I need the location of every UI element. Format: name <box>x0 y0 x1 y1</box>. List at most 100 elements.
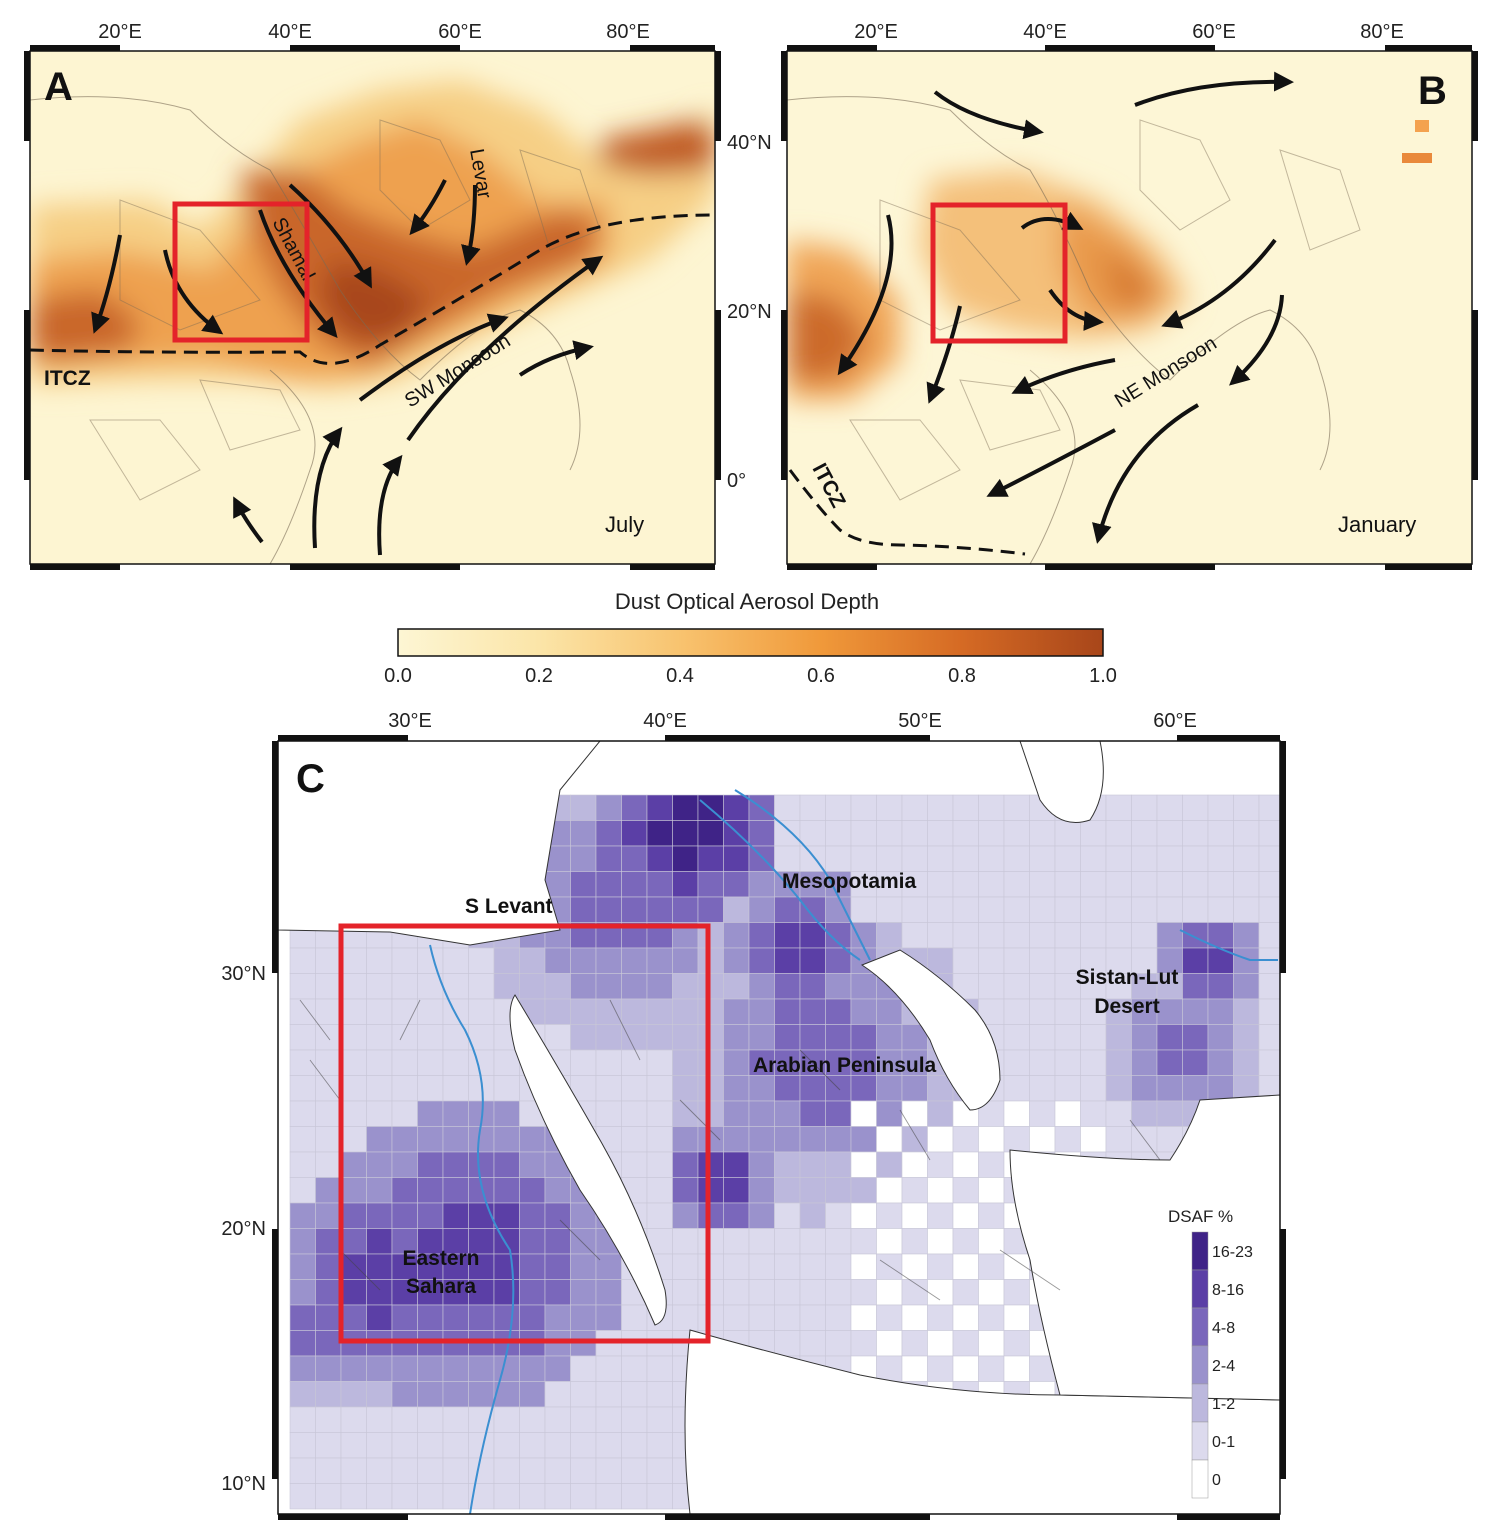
dsaf-grid-cell <box>850 845 877 872</box>
wind-arrow <box>91 234 122 334</box>
dsaf-grid-cell <box>366 1100 393 1127</box>
dsaf-grid-cell <box>978 947 1005 974</box>
dsaf-grid-cell <box>340 1049 367 1076</box>
dsaf-grid-cell <box>289 1279 316 1306</box>
dsaf-grid-cell <box>366 1253 393 1280</box>
dsaf-grid-cell <box>366 1075 393 1102</box>
dsaf-grid-cell <box>442 1457 469 1484</box>
dsaf-grid-cell <box>748 947 775 974</box>
dsaf-grid-cell <box>723 1228 750 1255</box>
dsaf-grid-cell <box>493 1100 520 1127</box>
dsaf-grid-cell <box>442 1279 469 1306</box>
dsaf-grid-cell <box>468 1253 495 1280</box>
dsaf-grid-cell <box>850 1253 877 1280</box>
dsaf-grid-cell <box>340 1126 367 1153</box>
dsaf-grid-cell <box>595 1432 622 1459</box>
dsaf-grid-cell <box>799 1151 826 1178</box>
dsaf-grid-cell <box>315 947 342 974</box>
dsaf-grid-cell <box>748 845 775 872</box>
dsaf-grid-cell <box>519 1457 546 1484</box>
dsaf-grid-cell <box>391 973 418 1000</box>
wind-arrow <box>409 179 447 236</box>
dsaf-grid-cell <box>876 1075 903 1102</box>
dsaf-grid-cell <box>544 998 571 1025</box>
dsaf-grid-cell <box>672 1202 699 1229</box>
dsaf-grid-cell <box>417 1100 444 1127</box>
dsaf-grid-cell <box>1233 896 1260 923</box>
dsaf-grid-cell <box>748 1151 775 1178</box>
dsaf-grid-cell <box>1003 1049 1030 1076</box>
dsaf-grid-cell <box>748 1202 775 1229</box>
dsaf-grid-cell <box>799 1100 826 1127</box>
dsaf-grid-cell <box>672 1126 699 1153</box>
dsaf-grid-cell <box>1105 1100 1132 1127</box>
dsaf-grid-cell <box>901 820 928 847</box>
dsaf-legend-swatch <box>1191 1307 1209 1347</box>
panel-a-coastline <box>30 96 581 564</box>
dsaf-grid-cell <box>876 1253 903 1280</box>
dsaf-grid-cell <box>1080 922 1107 949</box>
dsaf-legend-label: 0 <box>1212 1472 1221 1489</box>
dsaf-legend-label: 8-16 <box>1212 1282 1244 1299</box>
dsaf-grid-cell <box>519 1228 546 1255</box>
dsaf-grid-cell <box>519 1432 546 1459</box>
dsaf-grid-cell <box>595 1457 622 1484</box>
dsaf-grid-cell <box>1131 820 1158 847</box>
dsaf-grid-cell <box>1182 922 1209 949</box>
persian-gulf <box>860 949 1001 1111</box>
tick-label: 10°N <box>221 1473 266 1495</box>
dsaf-grid-cell <box>519 1253 546 1280</box>
dsaf-grid-cell <box>340 1355 367 1382</box>
panel-c-water <box>278 741 1280 1514</box>
dsaf-grid-cell <box>646 1483 673 1510</box>
dsaf-grid-cell <box>519 1151 546 1178</box>
region-label-mesopotamia: Mesopotamia <box>782 870 917 893</box>
dsaf-grid-cell <box>1156 794 1183 821</box>
dsaf-grid-cell <box>1156 896 1183 923</box>
dsaf-grid-cell <box>646 1432 673 1459</box>
dsaf-grid-cell <box>901 1202 928 1229</box>
dsaf-grid-cell <box>1029 1100 1056 1127</box>
dsaf-grid-cell <box>723 922 750 949</box>
dsaf-grid-cell <box>952 1228 979 1255</box>
dsaf-grid-cell <box>850 1126 877 1153</box>
dsaf-grid-cell <box>340 1075 367 1102</box>
dsaf-grid-cell <box>672 1075 699 1102</box>
dsaf-grid-cell <box>340 1381 367 1408</box>
dsaf-grid-cell <box>570 871 597 898</box>
dsaf-grid-cell <box>799 1304 826 1331</box>
wind-arrow <box>358 313 509 402</box>
dsaf-grid-cell <box>952 794 979 821</box>
region-label-sahara-line1: Eastern <box>402 1247 479 1270</box>
panel-a-lon-ticks: 20°E 40°E 60°E 80°E <box>98 21 650 43</box>
dsaf-grid-cell <box>417 1151 444 1178</box>
dsaf-grid-cell <box>1080 820 1107 847</box>
dsaf-grid-cell <box>289 998 316 1025</box>
dsaf-grid-cell <box>748 973 775 1000</box>
panel-a-wind-arrows <box>91 179 604 556</box>
dsaf-grid-cell <box>646 1406 673 1433</box>
dsaf-grid-cell <box>621 1406 648 1433</box>
panel-a-letter: A <box>44 65 73 109</box>
dsaf-grid-cell <box>1105 871 1132 898</box>
wind-arrow <box>406 255 604 442</box>
dsaf-grid-cell <box>1131 794 1158 821</box>
dsaf-grid-cell <box>1182 1075 1209 1102</box>
tick-label: 30°N <box>221 963 266 985</box>
dsaf-grid-cell <box>1003 1279 1030 1306</box>
dsaf-grid-cell <box>1233 871 1260 898</box>
dsaf-grid-cell <box>901 845 928 872</box>
dsaf-grid-cell <box>366 973 393 1000</box>
wind-arrow <box>1161 238 1277 329</box>
dsaf-grid-cell <box>493 1126 520 1153</box>
tick-label: 20°E <box>854 21 898 43</box>
dsaf-grid-cell <box>850 922 877 949</box>
dsaf-grid-cell <box>1029 1126 1056 1153</box>
dsaf-grid-cell <box>1207 998 1234 1025</box>
dsaf-grid-cell <box>876 820 903 847</box>
dsaf-legend-swatch <box>1191 1231 1209 1271</box>
dsaf-grid-cell <box>468 1126 495 1153</box>
dsaf-grid-cell <box>315 1330 342 1357</box>
dsaf-grid-cell <box>570 973 597 1000</box>
colorbar-tick-label: 0.6 <box>807 665 835 687</box>
